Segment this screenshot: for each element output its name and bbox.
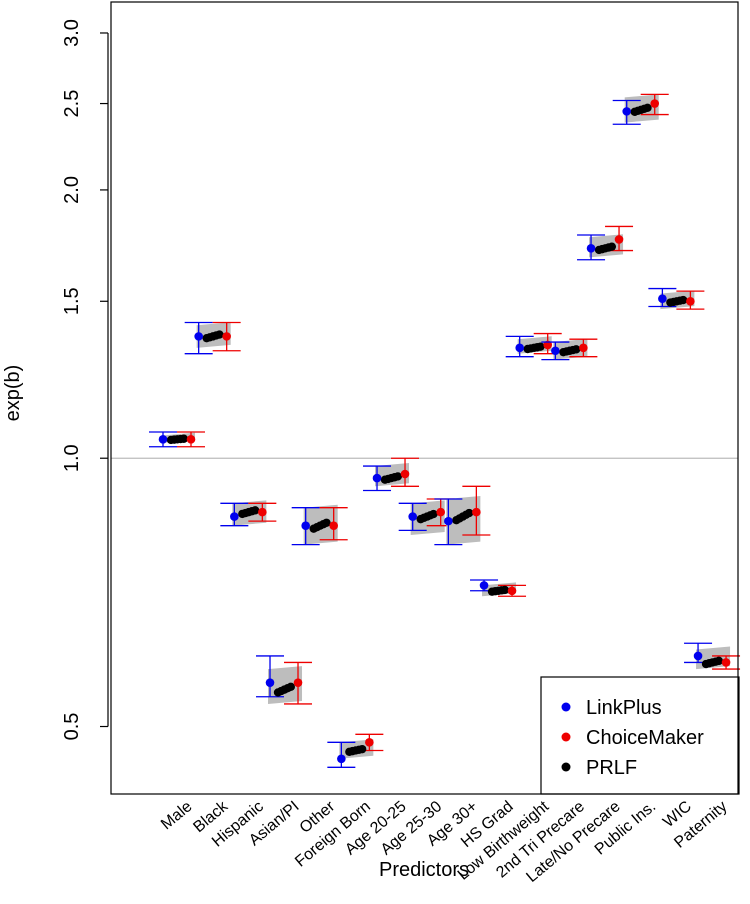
prlf-point xyxy=(286,682,296,692)
y-tick-label: 1.5 xyxy=(61,287,83,315)
prlf-point xyxy=(179,434,188,443)
linkplus-point xyxy=(194,332,203,341)
legend-label-prlf: PRLF xyxy=(586,757,637,779)
choicemaker-point xyxy=(400,469,410,479)
legend-label-choicemaker: ChoiceMaker xyxy=(586,727,704,749)
x-tick-label: Male xyxy=(158,798,196,833)
legend: LinkPlus ChoiceMaker PRLF xyxy=(540,676,740,795)
y-tick-label: 0.5 xyxy=(61,713,83,741)
choicemaker-point xyxy=(472,507,481,517)
choicemaker-point xyxy=(293,678,303,687)
y-axis: 0.5 1.0 1.5 2.0 2.5 3.0 xyxy=(61,19,109,741)
prlf-point xyxy=(215,330,224,339)
choicemaker-point xyxy=(543,340,552,350)
linkplus-point xyxy=(515,343,524,353)
plot-frame xyxy=(110,1,739,795)
linkplus-point xyxy=(372,473,382,483)
choicemaker-point xyxy=(258,507,267,517)
prlf-point xyxy=(607,242,617,251)
prlf-point xyxy=(322,518,331,527)
category-male xyxy=(149,431,205,448)
legend-label-linkplus: LinkPlus xyxy=(586,697,662,719)
y-axis-title: exp(b) xyxy=(2,365,24,422)
linkplus-point xyxy=(658,294,667,304)
linkplus-point xyxy=(551,346,560,356)
category-low-birthweight xyxy=(505,332,562,358)
linkplus-point xyxy=(622,107,632,116)
prlf-point xyxy=(571,345,581,354)
y-tick-label: 3.0 xyxy=(61,19,83,47)
linkplus-point xyxy=(301,521,310,531)
linkplus-point xyxy=(408,512,417,521)
legend-marker-linkplus xyxy=(561,702,571,712)
linkplus-point xyxy=(479,581,489,590)
linkplus-point xyxy=(337,754,346,764)
prlf-point xyxy=(250,506,260,515)
prlf-point xyxy=(678,295,688,305)
choicemaker-point xyxy=(721,658,731,667)
category-foreign-born xyxy=(327,733,384,768)
choicemaker-point xyxy=(579,343,588,353)
linkplus-point xyxy=(444,516,453,526)
prlf-point xyxy=(500,585,510,595)
prlf-point xyxy=(643,103,652,112)
category-2nd-tri-precare xyxy=(541,338,598,361)
plot-area xyxy=(111,93,741,768)
category-paternity xyxy=(684,642,741,670)
choicemaker-point xyxy=(222,332,231,341)
legend-box xyxy=(540,676,740,795)
category-wic xyxy=(648,287,705,310)
choicemaker-point xyxy=(650,99,660,108)
category-age-25-30 xyxy=(398,498,455,536)
choicemaker-point xyxy=(507,586,517,596)
category-other xyxy=(291,504,348,546)
prlf-point xyxy=(536,342,545,351)
category-late-no-precare xyxy=(577,225,634,261)
x-axis-title: Predictors xyxy=(379,859,469,881)
legend-marker-prlf xyxy=(561,762,571,772)
choicemaker-point xyxy=(686,296,695,306)
prlf-point xyxy=(714,656,724,666)
choicemaker-point xyxy=(365,738,374,747)
category-age-20-25 xyxy=(363,457,420,492)
linkplus-point xyxy=(265,678,275,687)
legend-marker-choicemaker xyxy=(561,732,571,742)
category-hs-grad xyxy=(470,579,527,597)
choicemaker-point xyxy=(329,521,338,531)
prlf-point xyxy=(464,508,474,518)
linkplus-point xyxy=(230,512,239,521)
choicemaker-point xyxy=(614,235,624,244)
y-tick-label: 2.5 xyxy=(61,90,83,118)
choicemaker-point xyxy=(436,507,445,517)
category-age-30 xyxy=(434,485,491,546)
category-hispanic xyxy=(220,500,277,527)
category-black xyxy=(184,321,241,355)
linkplus-point xyxy=(586,244,596,253)
category-public-ins xyxy=(612,93,669,125)
y-tick-label: 1.0 xyxy=(61,444,83,472)
linkplus-point xyxy=(693,651,703,661)
linkplus-point xyxy=(158,435,168,444)
choicemaker-point xyxy=(186,435,196,444)
category-asian-pi xyxy=(256,655,313,705)
y-tick-label: 2.0 xyxy=(61,176,83,204)
prlf-point xyxy=(357,744,367,754)
prlf-point xyxy=(393,472,403,481)
prlf-point xyxy=(429,509,438,519)
